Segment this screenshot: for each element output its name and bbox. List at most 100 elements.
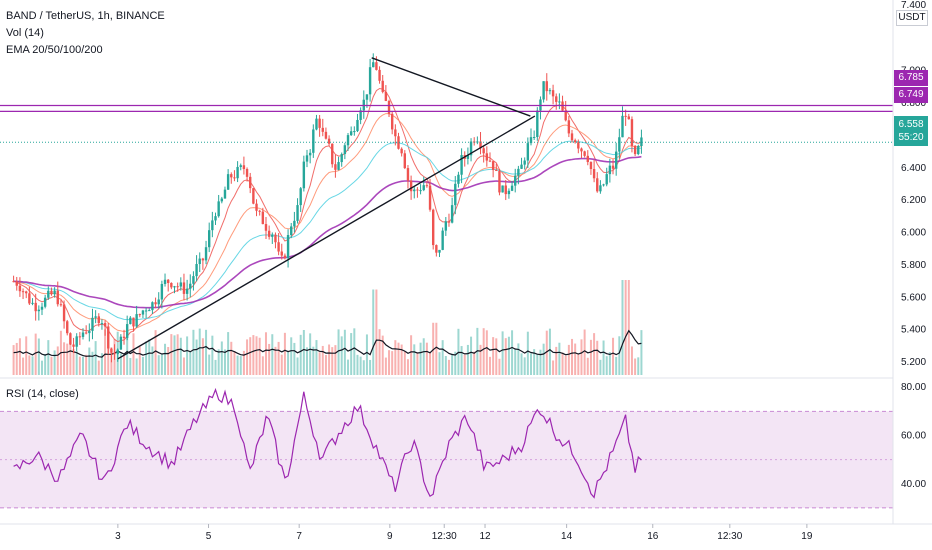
volume-bar (151, 346, 154, 375)
candle-body (457, 174, 460, 184)
candle-body (59, 304, 63, 306)
candle-body (548, 90, 552, 92)
candle-body (163, 279, 167, 284)
upper-trendline (371, 57, 531, 117)
volume-bar (539, 349, 542, 375)
rsi-legend[interactable]: RSI (14, close) (6, 388, 79, 400)
candle-body (223, 189, 227, 199)
volume-bar (208, 354, 211, 375)
candle-body (479, 141, 482, 149)
candle-body (359, 110, 362, 120)
price-tick-label: 6.400 (901, 163, 926, 174)
candle-body (618, 137, 621, 152)
volume-bar (328, 344, 331, 375)
candle-body (334, 164, 337, 170)
candle-body (564, 110, 567, 121)
ema-legend[interactable]: EMA 20/50/100/200 (6, 44, 103, 56)
volume-bar (422, 338, 425, 375)
volume-bar (164, 343, 167, 375)
volume-bar (454, 351, 457, 375)
volume-bar (261, 356, 264, 375)
candle-body (144, 310, 148, 312)
lower-trendline (117, 115, 536, 360)
candle-body (491, 161, 495, 171)
volume-bar (612, 337, 615, 375)
volume-bar (400, 344, 403, 375)
volume-bar (545, 330, 548, 375)
candle-body (394, 129, 397, 137)
volume-bar (227, 332, 230, 375)
candle-body (577, 142, 580, 149)
candle-body (387, 100, 391, 114)
volume-bar (637, 357, 640, 375)
volume-bar (618, 336, 621, 375)
candle-body (501, 185, 504, 193)
candle-body (195, 264, 198, 277)
volume-bar (337, 329, 340, 375)
rsi-pane (0, 387, 893, 509)
candle-body (409, 180, 413, 192)
volume-bar (264, 332, 267, 375)
candle-body (21, 291, 25, 293)
candle-body (97, 316, 100, 324)
candle-body (255, 203, 258, 211)
volume-bar (157, 355, 160, 375)
candle-body (592, 169, 596, 179)
volume-bar (182, 357, 185, 375)
symbol-title[interactable]: BAND / TetherUS, 1h, BINANCE (6, 10, 165, 22)
currency-label[interactable]: USDT (896, 10, 928, 26)
candle-body (204, 247, 208, 261)
time-tick-label: 16 (647, 531, 659, 542)
volume-bar (634, 358, 637, 375)
candle-body (324, 131, 328, 139)
candle-body (555, 96, 558, 102)
volume-bar (608, 352, 611, 375)
volume-bar (466, 344, 469, 375)
candle-body (78, 336, 82, 338)
volume-bar (593, 333, 596, 375)
volume-bar (596, 340, 599, 375)
volume-bar (268, 343, 271, 375)
volume-bar (94, 341, 97, 375)
volume-bar (435, 322, 438, 375)
volume-bar (586, 357, 589, 375)
volume-bar (217, 349, 220, 375)
candle-body (460, 155, 463, 175)
volume-bar (406, 359, 409, 375)
volume-bar (85, 354, 88, 375)
volume-bar (356, 354, 359, 375)
volume-bar (577, 354, 580, 375)
time-tick-label: 7 (296, 531, 302, 542)
candle-body (589, 162, 593, 170)
ema-20-line (13, 87, 642, 343)
volume-bar (82, 356, 85, 375)
price-tick-label: 5.800 (901, 260, 926, 271)
volume-bar (214, 359, 217, 375)
volume-bar (470, 336, 473, 375)
candle-body (435, 245, 438, 253)
candle-body (570, 133, 574, 141)
volume-legend[interactable]: Vol (14) (6, 27, 44, 39)
volume-bar (104, 329, 107, 375)
volume-bar (18, 338, 21, 375)
volume-bar (362, 360, 365, 375)
volume-bar (69, 335, 72, 375)
candle-body (141, 310, 145, 315)
candle-body (84, 332, 88, 334)
volume-bar (419, 342, 422, 375)
candle-body (12, 281, 15, 283)
volume-bar (306, 347, 309, 375)
volume-bar (290, 337, 293, 375)
price-tick-label-top: 7.400 (901, 0, 926, 11)
volume-bar (331, 347, 334, 375)
candle-body (381, 80, 384, 92)
candle-body (267, 230, 271, 237)
volume-bar (479, 344, 482, 375)
volume-bar (413, 344, 416, 375)
candle-body (438, 249, 441, 253)
candle-body (504, 185, 507, 195)
candle-body (602, 184, 605, 186)
candle-body (173, 286, 176, 288)
candle-body (627, 116, 630, 120)
candle-body (249, 176, 252, 189)
